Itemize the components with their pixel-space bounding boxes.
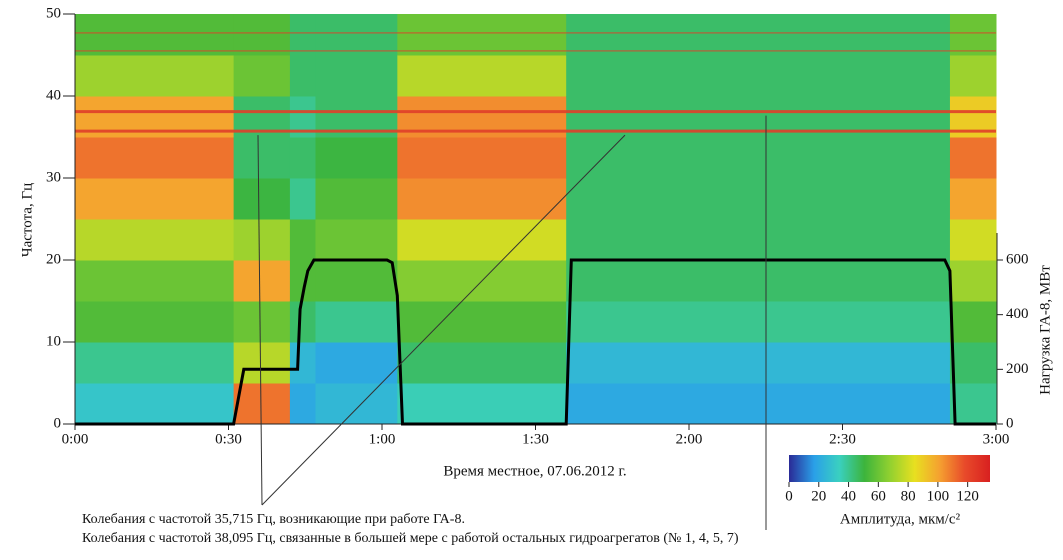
heat-cell: [233, 14, 291, 56]
heat-cell: [315, 55, 398, 97]
colorbar-tick-label: 80: [901, 488, 916, 504]
colorbar-tick-label: 60: [871, 488, 886, 504]
colorbar-tick-label: 0: [785, 488, 793, 504]
heat-cell: [75, 55, 235, 97]
heat-cell: [315, 342, 398, 384]
heat-cell: [233, 55, 291, 97]
heat-cell: [289, 219, 316, 261]
heat-cell: [397, 55, 567, 97]
heat-cell: [289, 55, 316, 97]
heat-cell: [566, 342, 951, 384]
heat-cell: [397, 14, 567, 56]
y-axis-label: Частота, Гц: [19, 183, 35, 257]
y-tick-label: 30: [46, 169, 61, 185]
heat-cell: [397, 178, 567, 220]
y2-tick-label: 200: [1006, 361, 1029, 377]
spectrogram: [75, 14, 997, 425]
heat-cell: [566, 260, 951, 302]
x-tick-label: 1:00: [369, 431, 396, 447]
annotation: Колебания с частотой 35,715 Гц, возникаю…: [82, 512, 465, 527]
heat-cell: [289, 178, 316, 220]
heat-cell: [315, 260, 398, 302]
annotation-pointer: [257, 135, 263, 506]
colorbar-tick-label: 40: [841, 488, 856, 504]
heat-cell: [566, 137, 951, 179]
y2-tick-label: 0: [1006, 415, 1014, 431]
heat-cell: [949, 178, 997, 220]
heat-cell: [289, 342, 316, 384]
heat-cell: [75, 383, 235, 425]
colorbar-tick-label: 100: [927, 488, 950, 504]
heat-cell: [75, 14, 235, 56]
y-tick-label: 0: [54, 415, 62, 431]
heat-cell: [315, 178, 398, 220]
annotation-pointer: [261, 134, 626, 506]
heat-cell: [233, 260, 291, 302]
heat-cell: [233, 301, 291, 343]
heat-cell: [315, 219, 398, 261]
heat-cell: [949, 301, 997, 343]
heat-cell: [75, 260, 235, 302]
heat-cell: [289, 137, 316, 179]
colorbar: [789, 455, 990, 482]
y-tick-label: 10: [46, 333, 61, 349]
heat-cell: [233, 383, 291, 425]
heat-cell: [233, 137, 291, 179]
heat-cell: [315, 301, 398, 343]
heat-cell: [75, 342, 235, 384]
heat-cell: [233, 178, 291, 220]
x-tick-label: 2:30: [829, 431, 856, 447]
heat-cell: [75, 137, 235, 179]
heat-cell: [949, 137, 997, 179]
heat-cell: [289, 383, 316, 425]
colorbar-tick-label: 20: [811, 488, 826, 504]
heat-cell: [397, 301, 567, 343]
heat-cell: [566, 301, 951, 343]
heat-cell: [397, 383, 567, 425]
heat-cell: [949, 383, 997, 425]
heat-cell: [75, 178, 235, 220]
heat-cell: [949, 14, 997, 56]
heat-cell: [75, 219, 235, 261]
heat-cell: [949, 342, 997, 384]
y-tick-label: 50: [46, 5, 61, 21]
heat-cell: [566, 383, 951, 425]
heat-cell: [566, 14, 951, 56]
y-tick-label: 20: [46, 251, 61, 267]
colorbar-tick-label: 120: [956, 488, 979, 504]
load-line: [75, 258, 996, 426]
y-tick-label: 40: [46, 87, 61, 103]
heat-cell: [289, 301, 316, 343]
annotation: Колебания с частотой 38,095 Гц, связанны…: [82, 531, 739, 546]
heat-cell: [397, 137, 567, 179]
x-tick-label: 2:00: [676, 431, 703, 447]
heat-cell: [233, 219, 291, 261]
x-axis-label: Время местное, 07.06.2012 г.: [443, 463, 626, 479]
heat-cell: [75, 301, 235, 343]
heat-cell: [397, 219, 567, 261]
heat-cell: [566, 55, 951, 97]
x-tick-label: 3:00: [983, 431, 1010, 447]
heat-cell: [315, 14, 398, 56]
heat-cell: [566, 219, 951, 261]
heat-cell: [949, 260, 997, 302]
heat-cell: [315, 383, 398, 425]
x-tick-label: 0:00: [62, 431, 89, 447]
heat-cell: [289, 14, 316, 56]
heat-cell: [397, 342, 567, 384]
heat-cell: [566, 178, 951, 220]
y2-tick-label: 600: [1006, 251, 1029, 267]
y2-tick-label: 400: [1006, 306, 1029, 322]
heat-cell: [315, 137, 398, 179]
colorbar-label: Амплитуда, мкм/с²: [840, 511, 961, 527]
y2-axis-label: Нагрузка ГА-8, МВт: [1037, 265, 1053, 395]
heat-cell: [949, 55, 997, 97]
x-tick-label: 0:30: [215, 431, 242, 447]
x-tick-label: 1:30: [522, 431, 549, 447]
heat-cell: [949, 219, 997, 261]
